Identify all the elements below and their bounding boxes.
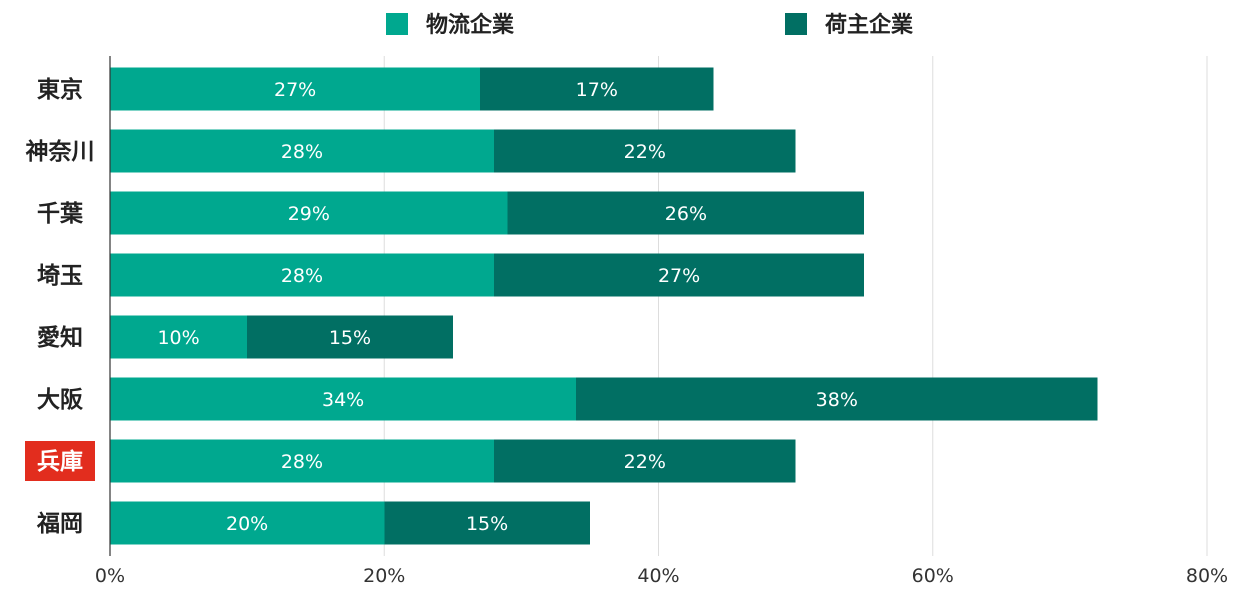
bars: 27% 17%28% 22%29% 26%28% 27%10% 15%34% 38%28% 2… [110,67,1098,545]
bar-row: 34% 38% [110,377,1098,421]
bar-row: 28% 22% [110,439,796,483]
category-label: 千葉 [37,201,84,227]
bar-segment [493,253,865,297]
category-label: 埼玉 [37,263,83,289]
bar-segment [110,253,494,297]
legend-swatch [785,13,807,35]
bar-value-label: 27% [274,79,316,101]
category-label: 神奈川 [26,138,95,165]
bar-segment [110,191,508,235]
bar-segment [480,67,714,111]
bar-value-label: 15% [329,327,371,349]
x-tick-label: 0% [95,565,125,587]
bar-segment [110,67,481,111]
legend-item-1: 物流企業 [386,12,515,38]
bar-row: 20% 15% [110,501,590,545]
bar-value-label: 17% [576,79,618,101]
bar-value-label: 15% [466,513,508,535]
x-tick-label: 80% [1186,565,1228,587]
category-label: 愛知 [37,324,83,351]
bar-value-label: 38% [816,389,858,411]
legend-label: 荷主企業 [825,12,914,38]
category-label: 東京 [37,76,83,103]
highlight-badge [25,441,95,481]
x-tick-label: 60% [912,565,954,587]
bar-segment [576,377,1098,421]
legend-item-2: 荷主企業 [785,12,914,38]
bar-value-label: 20% [226,513,268,535]
bar-value-label: 10% [157,327,199,349]
bar-segment [493,129,796,173]
bar-value-label: 26% [665,203,707,225]
bar-value-label: 34% [322,389,364,411]
bar-row: 28% 27% [110,253,865,297]
bar-value-label: 28% [281,265,323,287]
category-label: 福岡 [36,511,83,537]
bar-value-label: 28% [281,141,323,163]
category-label: 大阪 [37,387,83,413]
bar-segment [493,439,796,483]
bar-row: 28% 22% [110,129,796,173]
bar-value-label: 28% [281,451,323,473]
bar-segment [110,439,494,483]
bar-row: 29% 26% [110,191,865,235]
bar-segment [110,377,577,421]
legend-label: 物流企業 [426,12,515,38]
bar-row: 10% 15% [110,315,453,359]
bar-segment [384,501,590,545]
category-label: 兵庫 [37,448,83,475]
bar-value-label: 22% [624,451,666,473]
bar-value-label: 29% [288,203,330,225]
x-tick-label: 40% [637,565,679,587]
bar-segment [110,315,248,359]
legend-swatch [386,13,408,35]
x-tick-label: 20% [363,565,405,587]
bar-value-label: 22% [624,141,666,163]
bar-row: 27% 17% [110,67,714,111]
bar-segment [247,315,453,359]
bar-segment [110,129,494,173]
legend: 物流企業 荷主企業 [386,12,914,38]
x-tick-labels: 0% 20% 40% 60% 80% [95,565,1228,587]
bar-value-label: 27% [658,265,700,287]
bar-segment [110,501,385,545]
bar-segment [507,191,865,235]
